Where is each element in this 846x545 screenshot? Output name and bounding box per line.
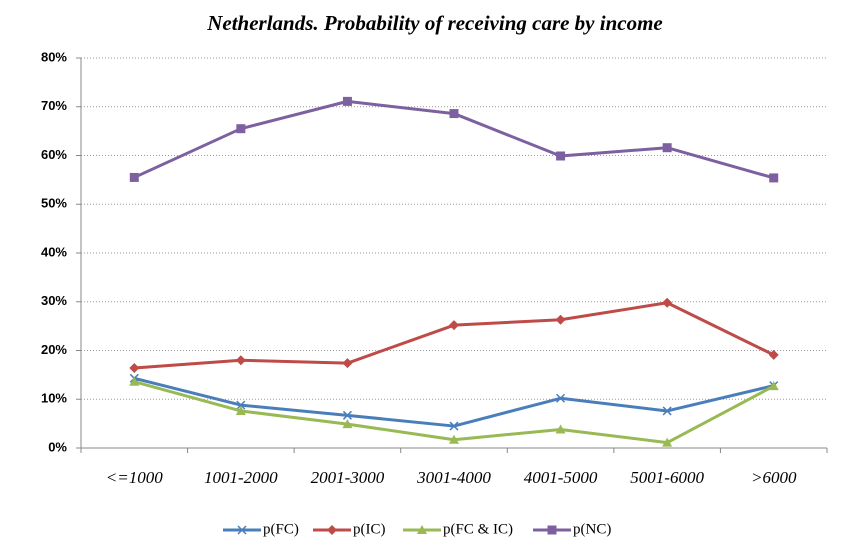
marker xyxy=(449,320,459,331)
marker xyxy=(555,424,566,434)
marker xyxy=(342,358,353,369)
y-tick-label: 40% xyxy=(41,244,67,259)
marker xyxy=(342,96,352,106)
y-tick-label: 30% xyxy=(41,293,67,308)
marker xyxy=(555,314,566,325)
marker xyxy=(769,173,779,183)
legend-item: p(IC) xyxy=(313,521,386,537)
marker xyxy=(236,124,246,134)
marker xyxy=(662,297,673,308)
chart-title: Netherlands. Probability of receiving ca… xyxy=(206,11,663,35)
marker xyxy=(417,525,427,534)
legend-label: p(NC) xyxy=(573,521,611,537)
x-tick-label: <=1000 xyxy=(106,468,163,487)
x-tick-label: >6000 xyxy=(751,468,797,487)
marker xyxy=(556,393,566,403)
y-tick-label: 20% xyxy=(41,342,67,357)
y-tick-label: 0% xyxy=(48,439,67,454)
y-tick-label: 70% xyxy=(41,98,67,113)
marker xyxy=(449,109,459,119)
x-tick-label: 4001-5000 xyxy=(524,468,598,487)
marker xyxy=(449,421,459,431)
marker xyxy=(662,406,672,416)
marker xyxy=(556,151,566,161)
legend-label: p(IC) xyxy=(353,521,386,537)
marker xyxy=(662,437,673,447)
x-tick-label: 1001-2000 xyxy=(204,468,278,487)
y-tick-label: 50% xyxy=(41,196,67,211)
marker xyxy=(129,172,139,182)
series xyxy=(129,96,779,183)
marker xyxy=(236,400,246,410)
legend-item: p(FC & IC) xyxy=(403,521,513,537)
marker xyxy=(547,525,557,535)
x-tick-label: 3001-4000 xyxy=(416,468,491,487)
marker xyxy=(768,349,779,360)
marker xyxy=(342,419,353,429)
marker xyxy=(342,410,352,420)
legend-item: p(FC) xyxy=(223,521,299,537)
marker xyxy=(129,363,140,374)
marker xyxy=(235,405,246,415)
y-tick-label: 80% xyxy=(41,49,67,64)
marker xyxy=(768,381,779,391)
y-tick-label: 60% xyxy=(41,147,67,162)
x-tick-label: 5001-6000 xyxy=(630,468,704,487)
marker xyxy=(662,143,672,153)
y-tick-label: 10% xyxy=(41,391,67,406)
marker xyxy=(237,525,247,535)
marker xyxy=(449,434,459,444)
legend-label: p(FC) xyxy=(263,521,299,537)
x-tick-label: 2001-3000 xyxy=(311,468,385,487)
series xyxy=(129,297,779,374)
marker xyxy=(327,525,337,535)
legend-label: p(FC & IC) xyxy=(443,521,513,537)
marker xyxy=(129,376,140,386)
legend-item: p(NC) xyxy=(533,521,611,537)
marker xyxy=(235,355,246,366)
series xyxy=(129,376,779,447)
